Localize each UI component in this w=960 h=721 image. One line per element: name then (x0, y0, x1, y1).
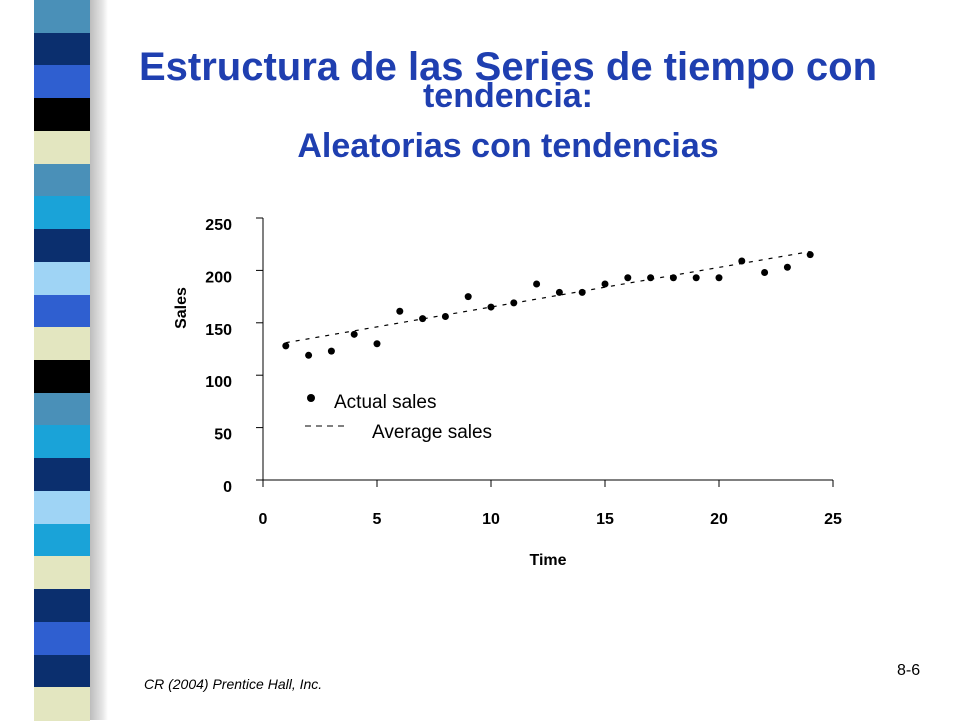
actual-sales-point (282, 342, 290, 350)
x-tick-label: 20 (710, 511, 728, 528)
actual-sales-point (533, 280, 541, 288)
strip-block (34, 327, 90, 361)
actual-sales-point (555, 288, 563, 296)
actual-sales-point (783, 263, 791, 271)
slide-number: 8-6 (897, 662, 921, 679)
actual-sales-point (669, 274, 677, 282)
y-tick-label: 50 (214, 427, 232, 444)
legend-label-average: Average sales (372, 422, 492, 443)
strip-block (34, 65, 90, 100)
x-tick-label: 0 (259, 511, 268, 528)
actual-sales-point (305, 351, 313, 359)
actual-sales-point (350, 330, 358, 338)
strip-block (34, 294, 90, 329)
slide-title-line2: tendencia: (422, 77, 594, 115)
actual-sales-point (738, 257, 746, 265)
actual-sales-point (715, 274, 723, 282)
actual-sales-point (487, 303, 495, 311)
actual-sales-point (396, 307, 404, 315)
strip-block (34, 261, 90, 296)
actual-sales-point (510, 299, 518, 307)
strip-block (34, 654, 90, 689)
strip-block (34, 98, 90, 132)
actual-sales-point (441, 313, 449, 321)
actual-sales-point (806, 251, 814, 259)
strip-block (34, 32, 90, 67)
actual-sales-point (692, 274, 700, 282)
y-axis-label: Sales (173, 287, 190, 329)
average-sales-line (285, 250, 811, 344)
x-tick-label: 15 (596, 511, 614, 528)
y-tick-label: 250 (205, 217, 232, 234)
actual-sales-point (647, 274, 655, 282)
strip-edge (0, 0, 34, 720)
actual-sales-point (578, 288, 586, 296)
actual-sales-point (601, 280, 609, 288)
strip-block (34, 556, 90, 591)
strip-block (34, 589, 90, 623)
strip-shadow (90, 0, 108, 720)
strip-block (34, 360, 90, 394)
strip-block (34, 130, 90, 165)
y-tick-label: 200 (205, 269, 232, 286)
strip-block (34, 425, 90, 460)
slide-title-line3: Aleatorias con tendencias (297, 127, 719, 165)
strip-block (34, 0, 90, 34)
actual-sales-point (761, 268, 769, 276)
y-tick-label: 0 (223, 479, 232, 496)
x-tick-label: 25 (824, 511, 842, 528)
actual-sales-point (464, 293, 472, 301)
y-tick-label: 100 (205, 374, 232, 391)
actual-sales-point (373, 340, 381, 348)
legend-label-actual: Actual sales (334, 392, 436, 413)
slide-title-line1: Estructura de las Series de tiempo con (138, 45, 878, 89)
strip-block (34, 229, 90, 263)
strip-block (34, 523, 90, 558)
actual-sales-point (624, 274, 632, 282)
x-tick-label: 10 (482, 511, 500, 528)
strip-block (34, 490, 90, 525)
strip-block (34, 621, 90, 656)
x-tick-label: 5 (373, 511, 382, 528)
credit-text: CR (2004) Prentice Hall, Inc. (144, 676, 323, 692)
strip-block (34, 392, 90, 427)
strip-block (34, 458, 90, 492)
decorative-strip (0, 0, 108, 721)
strip-block (34, 163, 90, 198)
actual-sales-point (419, 315, 427, 323)
actual-sales-point (327, 347, 335, 355)
x-axis-label: Time (529, 552, 566, 569)
strip-block (34, 687, 90, 721)
legend-marker-actual (307, 394, 315, 402)
y-tick-label: 150 (205, 322, 232, 339)
strip-block (34, 196, 90, 231)
